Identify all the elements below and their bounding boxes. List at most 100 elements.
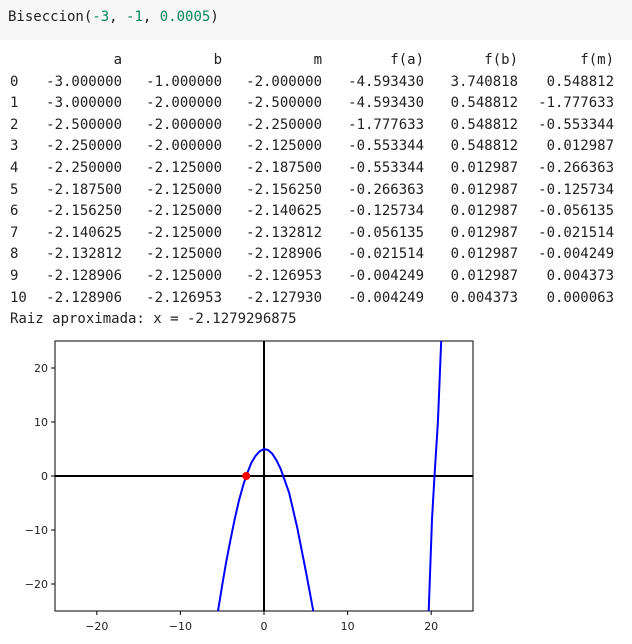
table-cell: -0.553344 [348, 159, 424, 176]
x-tick-label: 10 [341, 620, 355, 633]
table-cell: -2.000000 [146, 116, 222, 133]
table-cell: -0.004249 [348, 289, 424, 306]
root-marker [242, 472, 251, 480]
row-index: 8 [10, 246, 19, 263]
table-cell: -2.250000 [246, 116, 322, 133]
table-row: 7 -2.140625 -2.125000 -2.132812 -0.056135 0.0… [10, 223, 614, 245]
table-row: 2 -2.500000 -2.000000 -2.250000 -1.777633 0.5… [10, 115, 614, 137]
column-header-a: a [113, 52, 122, 68]
row-index: 4 [10, 159, 19, 176]
table-cell: 0.000063 [546, 289, 614, 306]
table-cell: 0.012987 [450, 203, 518, 220]
function-plot: −20 −10 0 10 20 −20 −10 0 10 20 [25, 340, 474, 633]
table-cell: 0.012987 [450, 159, 518, 176]
table-cell: -2.125000 [146, 224, 222, 241]
separator: , [142, 9, 160, 25]
table-row: 0 -3.000000 -1.000000 -2.000000 -4.593430 3.7… [10, 72, 614, 94]
close-paren: ) [210, 9, 219, 25]
y-tick-label: −20 [25, 578, 48, 591]
table-cell: -2.250000 [46, 138, 122, 155]
function-call: Biseccion( [8, 9, 93, 25]
table-cell: -2.125000 [146, 203, 222, 220]
table-cell: 3.740818 [450, 73, 518, 90]
x-tick-label: 0 [261, 620, 268, 633]
table-cell: -2.000000 [146, 138, 222, 155]
table-cell: -2.125000 [246, 138, 322, 155]
table-cell: -2.156250 [246, 181, 322, 198]
table-cell: 0.012987 [450, 246, 518, 263]
x-tick-label: −10 [169, 620, 192, 633]
result-text: Raiz aproximada: x = -2.1279296875 [10, 311, 297, 327]
table-cell: 0.004373 [546, 267, 614, 284]
code-line[interactable]: Biseccion(-3, -1, 0.0005) [8, 9, 219, 25]
table-cell: -0.004249 [538, 246, 614, 263]
table-cell: -2.250000 [46, 159, 122, 176]
row-index: 10 [10, 289, 27, 306]
table-row: 10 -2.128906 -2.126953 -2.127930 -0.004249 0.… [10, 288, 614, 310]
table-cell: -1.777633 [348, 116, 424, 133]
table-cell: -0.021514 [538, 224, 614, 241]
column-header-fm: f(m) [580, 52, 614, 68]
y-tick-label: 20 [34, 362, 48, 375]
table-cell: 0.004373 [450, 289, 518, 306]
index-header [10, 50, 36, 72]
table-cell: 0.012987 [450, 181, 518, 198]
table-cell: 0.548812 [450, 95, 518, 112]
table-cell: -0.266363 [348, 181, 424, 198]
table-cell: -2.126953 [246, 267, 322, 284]
table-cell: -0.021514 [348, 246, 424, 263]
table-cell: -2.132812 [246, 224, 322, 241]
table-cell: -3.000000 [46, 95, 122, 112]
table-cell: -2.125000 [146, 267, 222, 284]
curve-line [217, 448, 315, 612]
row-index: 6 [10, 203, 19, 220]
table-cell: -2.187500 [46, 181, 122, 198]
axis-ticks: −20 −10 0 10 20 −20 −10 0 10 20 [25, 362, 438, 633]
row-index: 3 [10, 138, 19, 155]
table-cell: -4.593430 [348, 95, 424, 112]
table-cell: -2.187500 [246, 159, 322, 176]
table-row: 4 -2.250000 -2.125000 -2.187500 -0.553344 0.0… [10, 158, 614, 180]
table-cell: 0.548812 [450, 138, 518, 155]
table-row: 1 -3.000000 -2.000000 -2.500000 -4.593430 0.5… [10, 93, 614, 115]
curve-line [427, 340, 443, 612]
table-cell: -0.056135 [538, 203, 614, 220]
x-tick-label: 20 [424, 620, 438, 633]
root-marker-group [242, 472, 251, 480]
table-cell: -0.266363 [538, 159, 614, 176]
arg-a: -3 [92, 9, 110, 25]
table-cell: 0.548812 [546, 73, 614, 90]
table-cell: -1.777633 [538, 95, 614, 112]
row-index: 7 [10, 224, 19, 241]
table-row: 3 -2.250000 -2.000000 -2.125000 -0.553344 0.5… [10, 136, 614, 158]
curves [217, 340, 443, 612]
table-cell: -4.593430 [348, 73, 424, 90]
table-cell: -0.125734 [348, 203, 424, 220]
row-index: 9 [10, 267, 19, 284]
table-cell: -2.500000 [246, 95, 322, 112]
table-cell: -3.000000 [46, 73, 122, 90]
y-tick-label: 10 [34, 416, 48, 429]
row-index: 1 [10, 95, 19, 112]
table-cell: 0.012987 [450, 267, 518, 284]
table-cell: 0.548812 [450, 116, 518, 133]
table-cell: -0.125734 [538, 181, 614, 198]
x-tick-label: −20 [85, 620, 108, 633]
column-header-fb: f(b) [484, 52, 518, 68]
table-cell: -2.125000 [146, 181, 222, 198]
separator: , [109, 9, 127, 25]
column-header-m: m [313, 52, 322, 68]
table-row: 9 -2.128906 -2.125000 -2.126953 -0.004249 0.0… [10, 266, 614, 288]
table-cell: -0.553344 [348, 138, 424, 155]
arg-tolerance: 0.0005 [159, 9, 211, 25]
table-cell: -2.500000 [46, 116, 122, 133]
table-cell: -2.000000 [146, 95, 222, 112]
table-row: 8 -2.132812 -2.125000 -2.128906 -0.021514 0.0… [10, 244, 614, 266]
table-cell: -2.156250 [46, 203, 122, 220]
table-cell: -1.000000 [146, 73, 222, 90]
y-tick-label: −10 [25, 524, 48, 537]
table-cell: -2.140625 [46, 224, 122, 241]
code-cell-input[interactable]: Biseccion(-3, -1, 0.0005) [0, 0, 632, 40]
table-cell: -2.128906 [46, 267, 122, 284]
table-cell: -2.126953 [146, 289, 222, 306]
